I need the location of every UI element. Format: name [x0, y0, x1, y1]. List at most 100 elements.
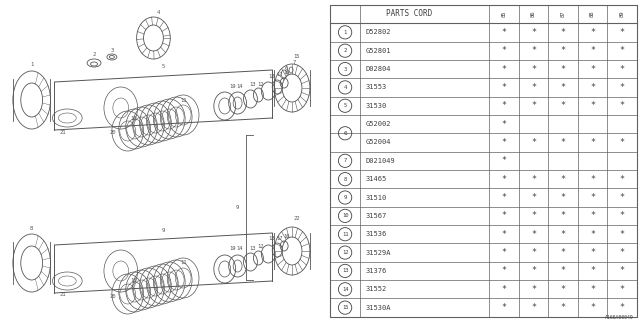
Text: 31529A: 31529A [365, 250, 391, 256]
Text: *: * [620, 248, 625, 257]
Text: *: * [502, 120, 507, 129]
Text: *: * [620, 46, 625, 55]
Text: *: * [590, 138, 595, 147]
Text: 3: 3 [110, 47, 113, 52]
Text: 87: 87 [561, 11, 566, 17]
Text: *: * [561, 83, 566, 92]
Text: *: * [590, 230, 595, 239]
Text: *: * [620, 65, 625, 74]
Text: *: * [531, 230, 536, 239]
Text: 22: 22 [294, 217, 300, 221]
Text: *: * [590, 28, 595, 37]
Text: *: * [502, 193, 507, 202]
Text: 12: 12 [257, 244, 264, 250]
Text: *: * [561, 28, 566, 37]
Text: 2: 2 [344, 48, 347, 53]
Text: 10: 10 [131, 116, 137, 121]
Text: *: * [531, 138, 536, 147]
Text: *: * [502, 156, 507, 165]
Text: *: * [620, 138, 625, 147]
Text: *: * [590, 193, 595, 202]
Text: *: * [531, 46, 536, 55]
Text: 11: 11 [180, 98, 186, 102]
Text: *: * [531, 248, 536, 257]
Text: 21: 21 [59, 292, 66, 298]
Text: *: * [561, 101, 566, 110]
Text: 4: 4 [344, 85, 347, 90]
Text: *: * [531, 101, 536, 110]
Text: *: * [531, 303, 536, 312]
Text: 31552: 31552 [365, 286, 387, 292]
Text: 31530: 31530 [365, 103, 387, 109]
Text: 9: 9 [236, 205, 239, 210]
Text: 12: 12 [257, 82, 264, 86]
Text: 4: 4 [157, 10, 160, 14]
Text: *: * [502, 28, 507, 37]
Text: *: * [620, 267, 625, 276]
Text: *: * [502, 101, 507, 110]
Text: D021049: D021049 [365, 158, 395, 164]
Text: *: * [561, 285, 566, 294]
Text: 18: 18 [268, 74, 275, 78]
Text: 88: 88 [590, 11, 595, 17]
Text: *: * [531, 83, 536, 92]
Text: 31553: 31553 [365, 84, 387, 90]
Text: 31510: 31510 [365, 195, 387, 201]
Text: 6: 6 [285, 66, 288, 70]
Text: G52002: G52002 [365, 121, 391, 127]
Text: 7: 7 [344, 158, 347, 163]
Text: *: * [590, 101, 595, 110]
Text: 8: 8 [344, 177, 347, 182]
Text: *: * [590, 175, 595, 184]
Text: *: * [561, 248, 566, 257]
Text: 31536: 31536 [365, 231, 387, 237]
Text: *: * [531, 175, 536, 184]
Text: 17: 17 [276, 236, 282, 241]
Text: 13: 13 [342, 268, 348, 273]
Text: *: * [561, 138, 566, 147]
Text: *: * [502, 175, 507, 184]
Text: *: * [502, 211, 507, 220]
Text: 3: 3 [344, 67, 347, 72]
Text: *: * [620, 285, 625, 294]
Text: *: * [620, 28, 625, 37]
Text: *: * [531, 285, 536, 294]
Text: *: * [531, 28, 536, 37]
Text: *: * [590, 46, 595, 55]
Text: 14: 14 [236, 84, 243, 89]
Text: 8: 8 [30, 226, 33, 230]
Text: *: * [561, 46, 566, 55]
Text: A166A00049: A166A00049 [605, 315, 634, 320]
Text: D02804: D02804 [365, 66, 391, 72]
Text: 12: 12 [342, 250, 348, 255]
Text: 16: 16 [283, 70, 289, 76]
Text: *: * [590, 83, 595, 92]
Text: 20: 20 [109, 131, 116, 135]
Text: 5: 5 [162, 65, 165, 69]
Text: 14: 14 [236, 246, 243, 252]
Text: 15: 15 [342, 305, 348, 310]
Text: *: * [620, 83, 625, 92]
Text: *: * [531, 267, 536, 276]
Text: *: * [502, 230, 507, 239]
Text: *: * [590, 65, 595, 74]
Text: *: * [561, 193, 566, 202]
Text: *: * [502, 267, 507, 276]
Text: *: * [502, 83, 507, 92]
Text: *: * [590, 285, 595, 294]
Text: *: * [502, 138, 507, 147]
Text: *: * [561, 175, 566, 184]
Text: 31465: 31465 [365, 176, 387, 182]
Text: *: * [531, 65, 536, 74]
Text: PARTS CORD: PARTS CORD [387, 10, 433, 19]
Text: 85: 85 [502, 11, 507, 17]
Text: 21: 21 [59, 130, 66, 134]
Text: *: * [561, 65, 566, 74]
Text: 31376: 31376 [365, 268, 387, 274]
Text: 86: 86 [531, 11, 536, 17]
Text: 16: 16 [283, 234, 289, 238]
Text: *: * [502, 285, 507, 294]
Text: *: * [502, 46, 507, 55]
Text: 11: 11 [180, 260, 186, 266]
Text: *: * [531, 193, 536, 202]
